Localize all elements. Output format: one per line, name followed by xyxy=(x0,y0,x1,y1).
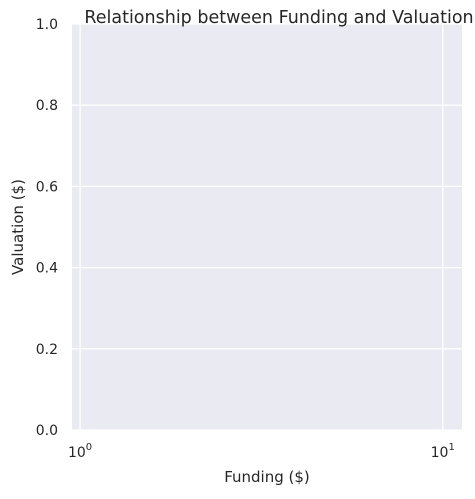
y-axis-ticks: 0.0 0.2 0.4 0.6 0.8 1.0 xyxy=(36,17,58,439)
chart-title: Relationship between Funding and Valuati… xyxy=(84,8,473,28)
y-tick-label: 1.0 xyxy=(36,17,58,33)
x-tick-base: 10 xyxy=(68,445,86,461)
x-tick-exponent: 1 xyxy=(448,442,454,453)
y-tick-label: 0.4 xyxy=(36,261,58,277)
x-axis-ticks: 100 101 xyxy=(68,442,455,461)
x-tick-label: 101 xyxy=(431,442,455,461)
plot-area xyxy=(72,24,462,430)
x-tick-label: 100 xyxy=(68,442,92,461)
x-axis-label: Funding ($) xyxy=(224,468,310,486)
y-tick-label: 0.0 xyxy=(36,423,58,439)
y-tick-label: 0.6 xyxy=(36,179,58,195)
y-tick-label: 0.2 xyxy=(36,342,58,358)
x-tick-base: 10 xyxy=(431,445,449,461)
y-axis-label: Valuation ($) xyxy=(9,179,27,275)
grid xyxy=(72,23,462,431)
x-tick-exponent: 0 xyxy=(86,442,92,453)
y-tick-label: 0.8 xyxy=(36,98,58,114)
